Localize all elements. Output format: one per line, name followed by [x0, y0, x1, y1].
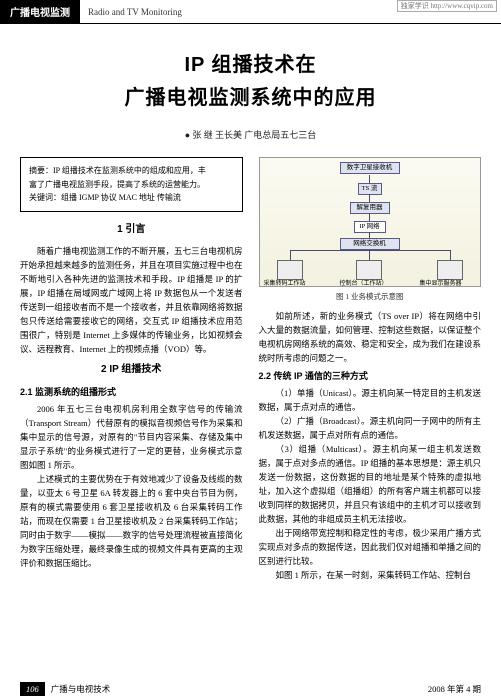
- diagram-label: 控制台（工作站）: [340, 280, 388, 290]
- system-diagram: 数字卫星接收机 TS 流 解复用器 IP 网络 网络交换机 采集转码工作站 控制…: [259, 157, 482, 287]
- paragraph: 上述模式的主要优势在于有效地减少了设备及线缆的数量，以亚太 6 号卫星 6A 转…: [20, 472, 243, 570]
- diagram-line: [369, 194, 370, 202]
- diagram-switch-box: 网络交换机: [340, 238, 400, 250]
- figure-1-caption: 图 1 业务模式示意图: [259, 291, 482, 303]
- paragraph: 2006 年五七三台电视机房利用全数字信号的传输流（Transport Stre…: [20, 402, 243, 472]
- diagram-line: [290, 250, 450, 251]
- diagram-line: [369, 250, 370, 260]
- diagram-node: [356, 260, 382, 280]
- abstract-box: 摘要：IP 组播技术在监测系统中的组成和应用，丰 富了广播电视监测手段，提高了系…: [20, 157, 243, 212]
- title-line-2: 广播电视监测系统中的应用: [0, 81, 501, 110]
- diagram-node: [437, 260, 463, 280]
- paragraph: 随着广播电视监测工作的不断开展，五七三台电视机房开始承担越来越多的监测任务，并且…: [20, 244, 243, 356]
- diagram-ts-box: TS 流: [358, 183, 382, 195]
- paragraph: 出于网络带宽控制和稳定性的考虑，极少采用广播方式实现点对多点的数据传送，因此我们…: [259, 526, 482, 568]
- paragraph: （2）广播（Broadcast）。源主机向同一子网中的所有主机发送数据，属于点对…: [259, 414, 482, 442]
- left-column: 摘要：IP 组播技术在监测系统中的组成和应用，丰 富了广播电视监测手段，提高了系…: [20, 157, 243, 583]
- issue-info: 2008 年第 4 期: [428, 683, 481, 695]
- diagram-node: [277, 260, 303, 280]
- right-column: 数字卫星接收机 TS 流 解复用器 IP 网络 网络交换机 采集转码工作站 控制…: [259, 157, 482, 583]
- content-columns: 摘要：IP 组播技术在监测系统中的组成和应用，丰 富了广播电视监测手段，提高了系…: [0, 157, 501, 583]
- section-2-head: 2 IP 组播技术: [20, 362, 243, 379]
- diagram-ip-box: IP 网络: [354, 221, 386, 233]
- diagram-parse-box: 解复用器: [350, 202, 390, 214]
- diagram-line: [290, 250, 291, 260]
- footer: 106 广播与电视技术 2008 年第 4 期: [0, 680, 501, 698]
- page-number: 106: [20, 682, 45, 696]
- title-line-1: IP 组播技术在: [0, 48, 501, 77]
- paragraph: （1）单播（Unicast）。源主机向某一特定目的主机发送数据，属于点对点的通信…: [259, 386, 482, 414]
- abstract-line: 富了广播电视监测手段，提高了系统的运营能力。: [29, 178, 234, 192]
- title-block: IP 组播技术在 广播电视监测系统中的应用: [0, 48, 501, 110]
- header-tab: 广播电视监测: [0, 0, 80, 23]
- subsection-2-1: 2.1 监测系统的组播形式: [20, 385, 243, 400]
- diagram-line: [369, 175, 370, 183]
- paragraph: 如前所述，新的业务模式（TS over IP）将在网络中引入大量的数据流量，如何…: [259, 309, 482, 365]
- diagram-line: [369, 213, 370, 221]
- subsection-2-2: 2.2 传统 IP 通信的三种方式: [259, 369, 482, 384]
- abstract-line: 关键词：组播 IGMP 协议 MAC 地址 传输流: [29, 191, 234, 205]
- paragraph: 如图 1 所示，在某一时刻，采集转码工作站、控制台: [259, 568, 482, 582]
- diagram-sat-box: 数字卫星接收机: [340, 162, 400, 174]
- header-subtitle: Radio and TV Monitoring: [88, 7, 182, 17]
- watermark: 独家学识 http://www.cqvip.com: [397, 0, 497, 12]
- journal-name: 广播与电视技术: [51, 683, 111, 695]
- diagram-label: 采集转码工作站: [264, 280, 306, 290]
- abstract-line: 摘要：IP 组播技术在监测系统中的组成和应用，丰: [29, 164, 234, 178]
- diagram-line: [450, 250, 451, 260]
- authors: ● 张 继 王长美 广电总局五七三台: [0, 128, 501, 141]
- diagram-label: 集中显示服务器: [420, 280, 462, 290]
- paragraph: （3）组播（Multicast）。源主机向某一组主机发送数据，属于点对多点的通信…: [259, 442, 482, 526]
- section-1-head: 1 引言: [20, 222, 243, 239]
